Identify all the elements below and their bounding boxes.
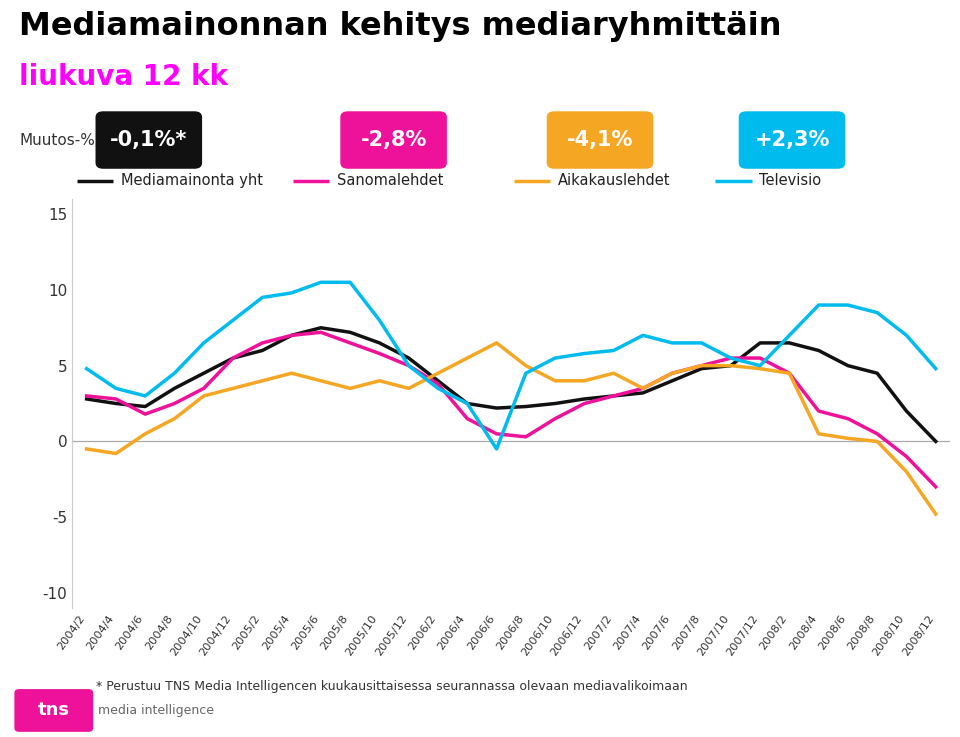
Text: -4,1%: -4,1% xyxy=(566,130,634,150)
Text: Aikakauslehdet: Aikakauslehdet xyxy=(558,173,670,188)
Text: liukuva 12 kk: liukuva 12 kk xyxy=(19,63,228,91)
Text: Muutos-%: Muutos-% xyxy=(19,133,95,147)
Text: Sanomalehdet: Sanomalehdet xyxy=(337,173,444,188)
Text: -0,1%*: -0,1%* xyxy=(110,130,187,150)
Text: +2,3%: +2,3% xyxy=(755,130,829,150)
Text: media intelligence: media intelligence xyxy=(98,704,214,717)
Text: Mediamainonnan kehitys mediaryhmittäin: Mediamainonnan kehitys mediaryhmittäin xyxy=(19,11,781,42)
Text: Mediamainonta yht: Mediamainonta yht xyxy=(121,173,263,188)
Text: -2,8%: -2,8% xyxy=(360,130,427,150)
Text: tns: tns xyxy=(37,702,70,719)
Text: Televisio: Televisio xyxy=(759,173,822,188)
Text: * Perustuu TNS Media Intelligencen kuukausittaisessa seurannassa olevaan mediava: * Perustuu TNS Media Intelligencen kuuka… xyxy=(96,680,687,693)
